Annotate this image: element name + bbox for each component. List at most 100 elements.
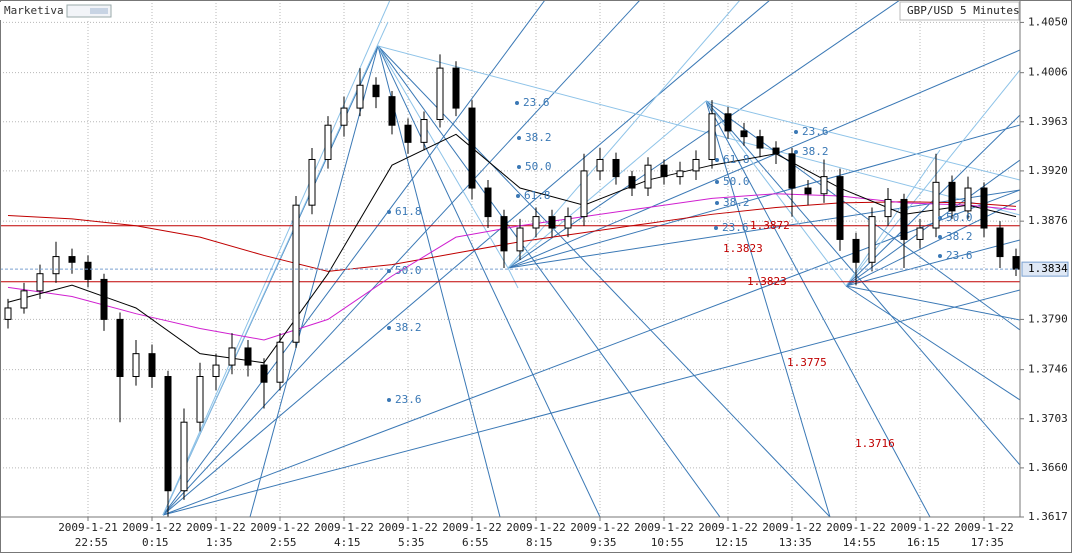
plot-area: 23.6 38.2 50.0 61.8 61.8 50.0 38.2 23.6 23.6 38.2… xyxy=(0,0,1020,517)
fib-dot xyxy=(714,226,718,230)
candle-body xyxy=(564,216,572,229)
x-tick-label: 2009-1-21 22:55 xyxy=(58,521,118,549)
candle-body xyxy=(340,107,348,126)
last-price-box xyxy=(1021,261,1069,277)
level-label: 1.3823 xyxy=(747,275,787,288)
candle-body xyxy=(980,187,988,229)
fib-label: 38.2 xyxy=(395,321,422,334)
fib-label: 38.2 xyxy=(946,230,973,243)
candle-body xyxy=(260,364,268,383)
trend-line xyxy=(845,149,941,287)
fib-label: 50.0 xyxy=(395,264,422,277)
candle-body xyxy=(212,364,220,378)
candle-body xyxy=(308,158,316,206)
x-tick-label: 2009-1-22 13:35 xyxy=(762,521,822,549)
candle-body xyxy=(436,67,444,121)
y-tick-label: 1.4006 xyxy=(1028,66,1068,79)
candle-body xyxy=(132,353,140,378)
fib-label: 38.2 xyxy=(723,196,750,209)
header-right xyxy=(899,1,1020,21)
fib-dot xyxy=(715,158,719,162)
candle-body xyxy=(756,136,764,149)
fan-line xyxy=(162,0,546,516)
candle-body xyxy=(820,176,828,195)
level-label: 1.3716 xyxy=(855,437,895,450)
y-tick-label: 1.3617 xyxy=(1028,510,1068,523)
fib-dot xyxy=(517,165,521,169)
fib-label: 38.2 xyxy=(525,131,552,144)
x-tick-label: 2009-1-22 12:15 xyxy=(698,521,758,549)
y-tick-label: 1.4050 xyxy=(1028,15,1068,28)
fib-label: 23.6 xyxy=(722,221,749,234)
x-tick-label: 2009-1-22 16:15 xyxy=(890,521,950,549)
fan-line xyxy=(845,239,1020,287)
fan-line xyxy=(162,0,391,516)
candle-body xyxy=(228,347,236,366)
x-tick-label: 2009-1-22 0:15 xyxy=(122,521,182,549)
candle-body xyxy=(516,227,524,252)
fib-label: 61.8 xyxy=(395,205,422,218)
x-tick-label: 2009-1-22 10:55 xyxy=(634,521,694,549)
candle-body xyxy=(804,187,812,195)
fib-label: 23.6 xyxy=(523,96,550,109)
candle-body xyxy=(932,181,940,229)
candle-body xyxy=(4,307,12,320)
x-tick-label: 2009-1-22 5:35 xyxy=(378,521,438,549)
candle-body xyxy=(708,113,716,160)
candle-body xyxy=(36,273,44,292)
fib-dot xyxy=(387,326,391,330)
x-tick-label: 2009-1-22 14:55 xyxy=(826,521,886,549)
fan-line xyxy=(507,0,901,269)
trend-line xyxy=(377,45,509,269)
y-tick-label: 1.3660 xyxy=(1028,461,1068,474)
candle-body xyxy=(180,421,188,492)
search-box-thumb xyxy=(90,8,108,14)
y-tick-label: 1.3920 xyxy=(1028,164,1068,177)
candle-body xyxy=(916,227,924,240)
fib-dot xyxy=(387,269,391,273)
x-tick-label: 2009-1-22 2:55 xyxy=(250,521,310,549)
candle-body xyxy=(836,176,844,240)
candle-body xyxy=(244,347,252,366)
candle-body xyxy=(1012,256,1020,270)
fan-line xyxy=(705,100,1020,466)
fan-line xyxy=(845,199,1020,287)
candle-body xyxy=(20,290,28,309)
fan-line xyxy=(162,0,771,516)
candle-body xyxy=(148,353,156,378)
candle-body xyxy=(900,198,908,240)
level-label: 1.3823 xyxy=(723,242,763,255)
candle-body xyxy=(196,376,204,423)
fib-label: 61.8 xyxy=(723,153,750,166)
candle-body xyxy=(500,216,508,252)
x-tick-label: 2009-1-22 17:35 xyxy=(954,521,1014,549)
y-tick-label: 1.3746 xyxy=(1028,363,1068,376)
x-tick-label: 2009-1-22 8:15 xyxy=(506,521,566,549)
trend-line xyxy=(507,100,707,269)
trend-line xyxy=(162,21,389,516)
fan-line xyxy=(507,124,1020,269)
fib-dot xyxy=(794,130,798,134)
candle-body xyxy=(788,153,796,189)
y-tick-label: 1.3703 xyxy=(1028,412,1068,425)
candle-body xyxy=(68,256,76,263)
candle-body xyxy=(116,318,124,378)
level-label: 1.3775 xyxy=(787,356,827,369)
candle-body xyxy=(388,96,396,126)
candle-body xyxy=(468,107,476,189)
candle-body xyxy=(532,216,540,229)
candle-body xyxy=(324,124,332,160)
candle-body xyxy=(596,158,604,172)
candle-body xyxy=(644,164,652,189)
fib-dot xyxy=(387,210,391,214)
candle-body xyxy=(724,113,732,132)
candle-body xyxy=(548,216,556,229)
last-price-label: 1.3834 xyxy=(1028,262,1068,275)
timeframe: 5 Minutes xyxy=(960,4,1020,17)
candle-body xyxy=(868,216,876,263)
trend-line xyxy=(507,267,519,289)
fib-dot xyxy=(715,201,719,205)
candle-body xyxy=(484,187,492,218)
fib-dot xyxy=(387,398,391,402)
